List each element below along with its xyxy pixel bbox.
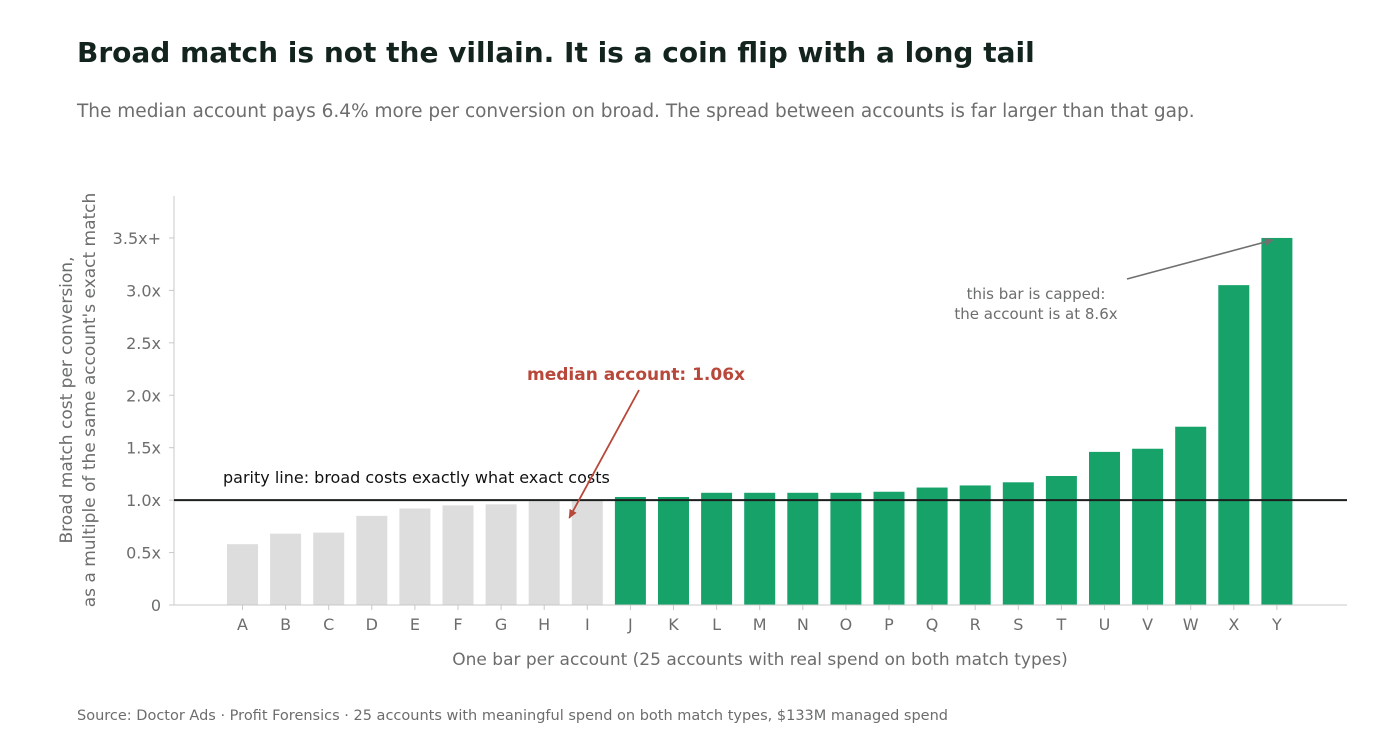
- parity-line-label: parity line: broad costs exactly what ex…: [223, 468, 610, 487]
- bar-A: [227, 544, 258, 605]
- x-tick-N: N: [797, 615, 809, 634]
- x-tick-O: O: [840, 615, 853, 634]
- bar-X: [1218, 285, 1250, 605]
- x-tick-B: B: [280, 615, 291, 634]
- bar-P: [873, 491, 905, 605]
- x-tick-Y: Y: [1271, 615, 1282, 634]
- source-note: Source: Doctor Ads · Profit Forensics · …: [77, 708, 948, 724]
- x-tick-U: U: [1099, 615, 1111, 634]
- bar-T: [1045, 476, 1077, 605]
- x-axis-label: One bar per account (25 accounts with re…: [452, 650, 1067, 670]
- chart-subtitle: The median account pays 6.4% more per co…: [77, 101, 1195, 122]
- x-tick-H: H: [538, 615, 550, 634]
- y-tick-label: 1.0x: [126, 491, 161, 510]
- bar-V: [1132, 448, 1164, 605]
- bar-Y: [1261, 237, 1293, 605]
- x-tick-K: K: [668, 615, 679, 634]
- y-axis-label-line-1: Broad match cost per conversion,: [57, 257, 77, 544]
- bar-C: [313, 532, 345, 605]
- cap-annotation-arrow: [1126, 238, 1274, 280]
- x-tick-I: I: [585, 615, 590, 634]
- bars-group: [227, 237, 1293, 605]
- x-tick-S: S: [1013, 615, 1023, 634]
- bar-O: [830, 492, 862, 605]
- bar-R: [959, 485, 991, 605]
- bar-N: [787, 492, 819, 605]
- bar-U: [1089, 451, 1120, 605]
- x-tick-F: F: [453, 615, 462, 634]
- x-tick-V: V: [1142, 615, 1153, 634]
- x-tick-labels: A B C D E F G H I J K L M N O P Q R S T U V W X Y: [237, 605, 1282, 634]
- bar-F: [442, 505, 474, 605]
- x-tick-G: G: [495, 615, 507, 634]
- y-tick-label: 2.0x: [126, 386, 161, 405]
- x-tick-J: J: [627, 615, 633, 634]
- x-tick-Q: Q: [926, 615, 939, 634]
- y-axis-label-line-2: as a multiple of the same account's exac…: [80, 193, 100, 608]
- bar-L: [701, 492, 733, 605]
- x-tick-D: D: [366, 615, 378, 634]
- bar-G: [485, 504, 517, 605]
- cap-annotation-line-1: this bar is capped:: [967, 285, 1106, 303]
- bar-M: [744, 492, 776, 605]
- y-tick-label: 0.5x: [126, 544, 161, 563]
- cap-annotation-line-2: the account is at 8.6x: [954, 305, 1117, 323]
- x-tick-W: W: [1183, 615, 1199, 634]
- x-tick-E: E: [410, 615, 420, 634]
- x-tick-M: M: [753, 615, 767, 634]
- x-tick-T: T: [1056, 615, 1067, 634]
- bar-Q: [916, 487, 948, 605]
- x-tick-L: L: [712, 615, 721, 634]
- bar-S: [1002, 482, 1034, 605]
- bar-D: [356, 515, 388, 605]
- x-tick-C: C: [323, 615, 334, 634]
- bar-J: [614, 496, 646, 605]
- bar-K: [658, 496, 689, 605]
- y-tick-label: 3.5x+: [113, 229, 161, 248]
- y-tick-labels: 0 0.5x 1.0x 1.5x 2.0x 2.5x 3.0x 3.5x+: [113, 229, 174, 615]
- bar-I: [571, 500, 603, 605]
- y-tick-label: 0: [151, 596, 161, 615]
- y-tick-label: 2.5x: [126, 334, 161, 353]
- x-tick-R: R: [970, 615, 981, 634]
- bar-B: [270, 533, 302, 605]
- bar-E: [399, 508, 431, 605]
- x-tick-A: A: [237, 615, 248, 634]
- x-tick-P: P: [884, 615, 894, 634]
- chart-title: Broad match is not the villain. It is a …: [77, 36, 1035, 69]
- x-tick-X: X: [1228, 615, 1239, 634]
- median-annotation-label: median account: 1.06x: [527, 365, 745, 385]
- y-tick-label: 3.0x: [126, 281, 161, 300]
- bar-H: [528, 501, 560, 605]
- median-annotation-arrow: [568, 389, 640, 519]
- bar-chart: A B C D E F G H I J K L M N O P Q R S T U V W X Y 0 0.5x 1.0x 1.5x 2…: [57, 193, 1347, 670]
- y-tick-label: 1.5x: [126, 439, 161, 458]
- bar-W: [1175, 426, 1207, 605]
